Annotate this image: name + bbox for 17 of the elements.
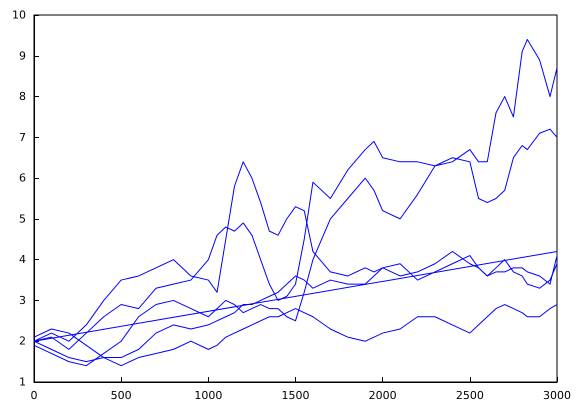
y-tick-label: 6 <box>19 172 26 185</box>
x-tick-label: 2500 <box>456 389 484 402</box>
y-tick-label: 3 <box>19 294 26 307</box>
x-tick-label: 1000 <box>194 389 222 402</box>
y-tick-label: 8 <box>19 90 26 104</box>
y-tick-label: 2 <box>19 334 26 348</box>
x-tick-label: 500 <box>110 389 132 402</box>
y-tick-label: 7 <box>19 130 26 144</box>
y-tick-label: 9 <box>19 49 26 62</box>
x-tick-label: 1500 <box>282 389 310 402</box>
y-tick-label: 10 <box>12 8 26 22</box>
x-tick-label: 3000 <box>543 389 571 402</box>
y-tick-label: 4 <box>19 253 26 266</box>
x-tick-label: 0 <box>30 389 38 402</box>
y-tick-label: 1 <box>19 376 26 388</box>
y-tick-label: 5 <box>19 212 26 226</box>
x-tick-label: 2000 <box>368 389 397 402</box>
